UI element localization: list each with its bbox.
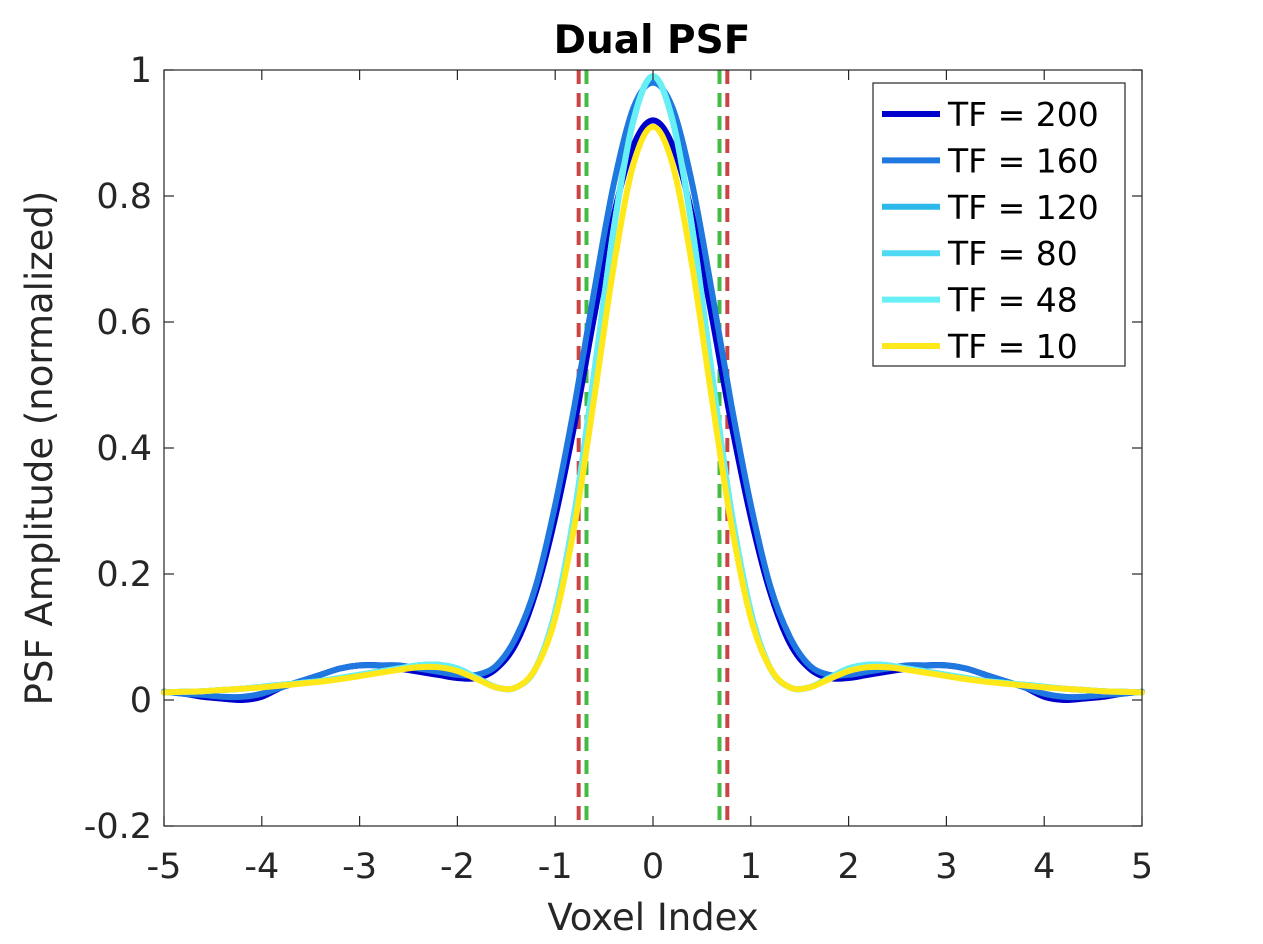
x-tick-label: -3 [342,847,377,887]
legend: TF = 200 TF = 160 TF = 120 TF = 80 TF = 48 TF… [872,82,1126,367]
y-tick-label: -0.2 [84,807,152,847]
y-tick-label: 0.2 [96,555,152,595]
legend-label: TF = 120 [947,188,1099,227]
y-tick-label: 0.4 [96,429,152,469]
y-tick-label: 0 [130,681,152,721]
x-tick-label: -2 [440,847,475,887]
series-line [161,123,1145,696]
x-tick-label: -1 [538,847,573,887]
x-tick-label: 1 [740,847,762,887]
chart-title: Dual PSF [554,18,751,63]
y-tick-label: 1 [130,51,152,91]
legend-label: TF = 200 [947,95,1099,134]
x-tick-label: 4 [1033,847,1055,887]
y-axis-title: PSF Amplitude (normalized) [18,191,61,706]
x-tick-label: 0 [642,847,664,887]
legend-label: TF = 80 [947,234,1078,273]
x-tick-label: -4 [244,847,279,887]
axis-ticks [163,69,1143,827]
y-tick-label: 0.8 [96,177,152,217]
series-line [161,79,1145,701]
x-tick-label: 3 [935,847,957,887]
legend-label: TF = 48 [947,281,1078,320]
x-tick-label: 2 [837,847,859,887]
y-tick-label: 0.6 [96,303,152,343]
x-tick-label: -5 [147,847,182,887]
x-tick-label: 5 [1131,847,1153,887]
legend-box [872,82,1126,367]
legend-label: TF = 10 [947,327,1078,366]
legend-label: TF = 160 [947,141,1099,180]
x-tick-labels: -5 -4 -3 -2 -1 0 1 2 3 4 5 [147,847,1154,887]
x-axis-title: Voxel Index [547,896,758,939]
series-lines [161,73,1145,704]
y-tick-labels: -0.2 0 0.2 0.4 0.6 0.8 1 [84,51,152,847]
